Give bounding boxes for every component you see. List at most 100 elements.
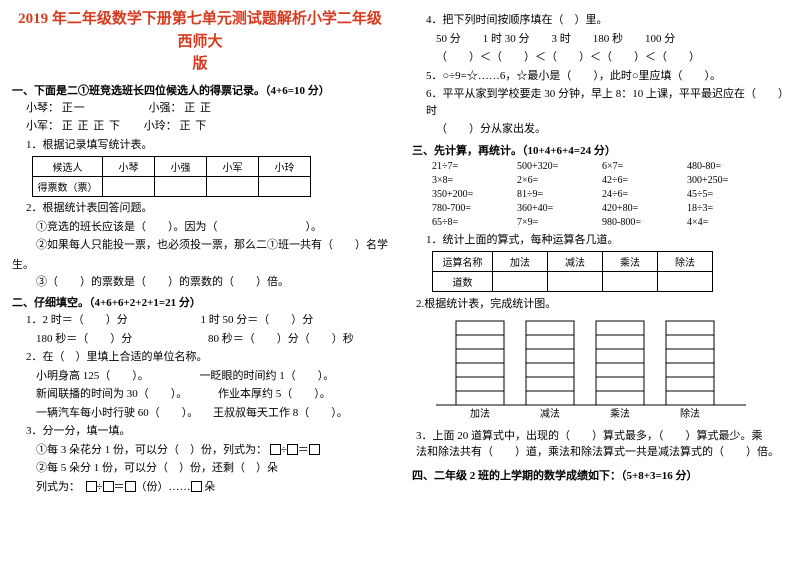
- s2-q1d: 80 秒＝（ ）分（ ）秒: [208, 333, 354, 345]
- cand-3: 小玲：: [144, 120, 177, 132]
- tally-1: 正 正: [184, 102, 212, 114]
- box-icon: [287, 444, 298, 455]
- s5: 5．○÷9=☆……6，☆最小是（ ），此时○里应填（ ）。: [426, 68, 788, 85]
- c21: 81÷9=: [517, 188, 602, 202]
- s1-q2a: ②如果每人只能投一票，也必须投一票，那么二①班一共有（ ）名学: [36, 237, 388, 254]
- op-eq: ＝: [298, 444, 309, 456]
- s2-q1-row2: 180 秒＝（ ）分 80 秒＝（ ）分（ ）秒: [36, 331, 388, 348]
- c10: 3×8=: [432, 174, 517, 188]
- s4-blanks: （ ）＜（ ）＜（ ）＜（ ）＜（ ）: [436, 49, 788, 66]
- c03: 480-80=: [687, 160, 772, 174]
- s2-q2: 2．在（ ）里填上合适的单位名称。: [26, 349, 388, 366]
- otr: 道数: [433, 272, 493, 292]
- s1-sub1: 1．根据记录填写统计表。: [26, 137, 388, 154]
- s3-sub3a: 3．上面 20 道算式中，出现的（ ）算式最多，（ ）算式最少。乘: [416, 427, 788, 443]
- s2-q2a: 小明身高 125（ ）。: [36, 370, 149, 382]
- title-1: 2019 年二年级数学下册第七单元测试题解析小学二年级西师大: [18, 11, 382, 50]
- s3-sub3b: 法和除法共有（ ）道，乘法和除法算式一共是减法算式的（ ）倍。: [416, 443, 788, 459]
- c33: 18÷3=: [687, 202, 772, 216]
- s2-q2b: 一眨眼的时间约 1（ ）。: [200, 370, 335, 382]
- unit-duo: 朵: [204, 481, 215, 493]
- unit-fen: （份）: [136, 481, 169, 493]
- tally-row-2: 小军： 正 正 正 下 小玲： 正 下: [26, 118, 388, 135]
- tally-2: 正 正 正 下: [62, 120, 121, 132]
- doc-title: 2019 年二年级数学下册第七单元测试题解析小学二年级西师大 版: [12, 8, 388, 76]
- th-4: 小玲: [259, 157, 311, 177]
- svg-text:加法: 加法: [470, 407, 490, 420]
- s2-q3c: 列式为：: [36, 481, 80, 493]
- c12: 42÷6=: [602, 174, 687, 188]
- th-3: 小军: [207, 157, 259, 177]
- th-1: 小琴: [103, 157, 155, 177]
- svg-text:除法: 除法: [680, 407, 700, 420]
- svg-text:乘法: 乘法: [610, 407, 630, 420]
- tr-0: 得票数（票）: [33, 177, 103, 197]
- s2-q3a-row: ①每 3 朵花分 1 份，可以分（ ）份，列式为： ÷＝: [36, 442, 388, 459]
- c01: 500+320=: [517, 160, 602, 174]
- s4-items: 50 分 1 时 30 分 3 时 180 秒 100 分: [436, 31, 788, 48]
- oth1: 加法: [493, 252, 548, 272]
- c20: 350+200=: [432, 188, 517, 202]
- box-icon: [86, 481, 97, 492]
- s2-q2c: 新闻联播的时间为 30（ ）。: [36, 388, 187, 400]
- section-2-heading: 二、仔细填空。（4+6+6+2+2+1=21 分）: [12, 294, 388, 310]
- s2-q3a: ①每 3 朵花分 1 份，可以分（ ）份，列式为：: [36, 444, 267, 456]
- stat-chart: 加法 减法 乘法 除法: [426, 315, 788, 425]
- s6a: 6．平平从家到学校要走 30 分钟，早上 8：10 上课，平平最迟应在（ ）时: [426, 86, 788, 119]
- right-column: 4．把下列时间按顺序填在（ ）里。 50 分 1 时 30 分 3 时 180 …: [400, 0, 800, 566]
- c42: 980-800=: [602, 216, 687, 230]
- section-3-heading: 三、先计算，再统计。（10+4+6+4=24 分）: [412, 142, 788, 158]
- s2-q2-r3: 一辆汽车每小时行驶 60（ ）。 王叔叔每天工作 8（ ）。: [36, 405, 388, 422]
- s2-q1b: 1 时 50 分＝（ ）分: [201, 314, 314, 326]
- box-icon: [270, 444, 281, 455]
- svg-text:减法: 减法: [540, 407, 560, 420]
- c23: 45÷5=: [687, 188, 772, 202]
- c40: 65÷8=: [432, 216, 517, 230]
- s2-q2e: 一辆汽车每小时行驶 60（ ）。: [36, 407, 198, 419]
- oth2: 减法: [548, 252, 603, 272]
- cand-1: 小强：: [149, 102, 182, 114]
- oth0: 运算名称: [433, 252, 493, 272]
- s2-q2f: 王叔叔每天工作 8（ ）。: [213, 407, 348, 419]
- chart-svg: 加法 减法 乘法 除法: [426, 315, 746, 425]
- oth4: 除法: [658, 252, 713, 272]
- s6b: （ ）分从家出发。: [436, 121, 788, 138]
- tally-0: 正一: [62, 102, 86, 114]
- op-eq: ＝: [114, 481, 125, 493]
- tally-row-1: 小琴： 正一 小强： 正 正: [26, 100, 388, 117]
- oth3: 乘法: [603, 252, 658, 272]
- c11: 2×6=: [517, 174, 602, 188]
- s2-q3: 3．分一分，填一填。: [26, 423, 388, 440]
- cand-0: 小琴：: [26, 102, 59, 114]
- c30: 780-700=: [432, 202, 517, 216]
- op-table: 运算名称 加法 减法 乘法 除法 道数: [432, 251, 713, 292]
- left-column: 2019 年二年级数学下册第七单元测试题解析小学二年级西师大 版 一、下面是二①…: [0, 0, 400, 566]
- calc-grid: 21÷7=500+320=6×7=480-80= 3×8=2×6=42÷6=30…: [432, 160, 788, 230]
- box-icon: [191, 481, 202, 492]
- th-2: 小强: [155, 157, 207, 177]
- vote-table: 候选人 小琴 小强 小军 小玲 得票数（票）: [32, 156, 311, 197]
- op-dots: ……: [169, 481, 191, 493]
- box-icon: [125, 481, 136, 492]
- tally-3: 正 下: [180, 120, 208, 132]
- s1-q2b: 生。: [12, 256, 388, 272]
- title-2: 版: [192, 56, 207, 72]
- s2-q2d: 作业本厚约 5（ ）。: [218, 388, 331, 400]
- th-0: 候选人: [33, 157, 103, 177]
- c43: 4×4=: [687, 216, 772, 230]
- s2-q1a: 1．2 时＝（ ）分: [26, 314, 128, 326]
- box-icon: [309, 444, 320, 455]
- s3-sub1: 1．统计上面的算式，每种运算各几道。: [426, 232, 788, 249]
- s1-q1: ①竞选的班长应该是（ ）。因为（ ）。: [36, 219, 388, 236]
- s2-q3c-row: 列式为： ÷＝（份）…… 朵: [36, 479, 388, 496]
- s2-q1c: 180 秒＝（ ）分: [36, 333, 132, 345]
- c13: 300+250=: [687, 174, 772, 188]
- s2-q2-r2: 新闻联播的时间为 30（ ）。 作业本厚约 5（ ）。: [36, 386, 388, 403]
- s4-h: 4．把下列时间按顺序填在（ ）里。: [426, 12, 788, 29]
- s2-q1-row1: 1．2 时＝（ ）分 1 时 50 分＝（ ）分: [26, 312, 388, 329]
- c41: 7×9=: [517, 216, 602, 230]
- box-icon: [103, 481, 114, 492]
- c22: 24÷6=: [602, 188, 687, 202]
- section-4-heading: 四、二年级 2 班的上学期的数学成绩如下：（5+8+3=16 分）: [412, 467, 788, 483]
- c32: 420+80=: [602, 202, 687, 216]
